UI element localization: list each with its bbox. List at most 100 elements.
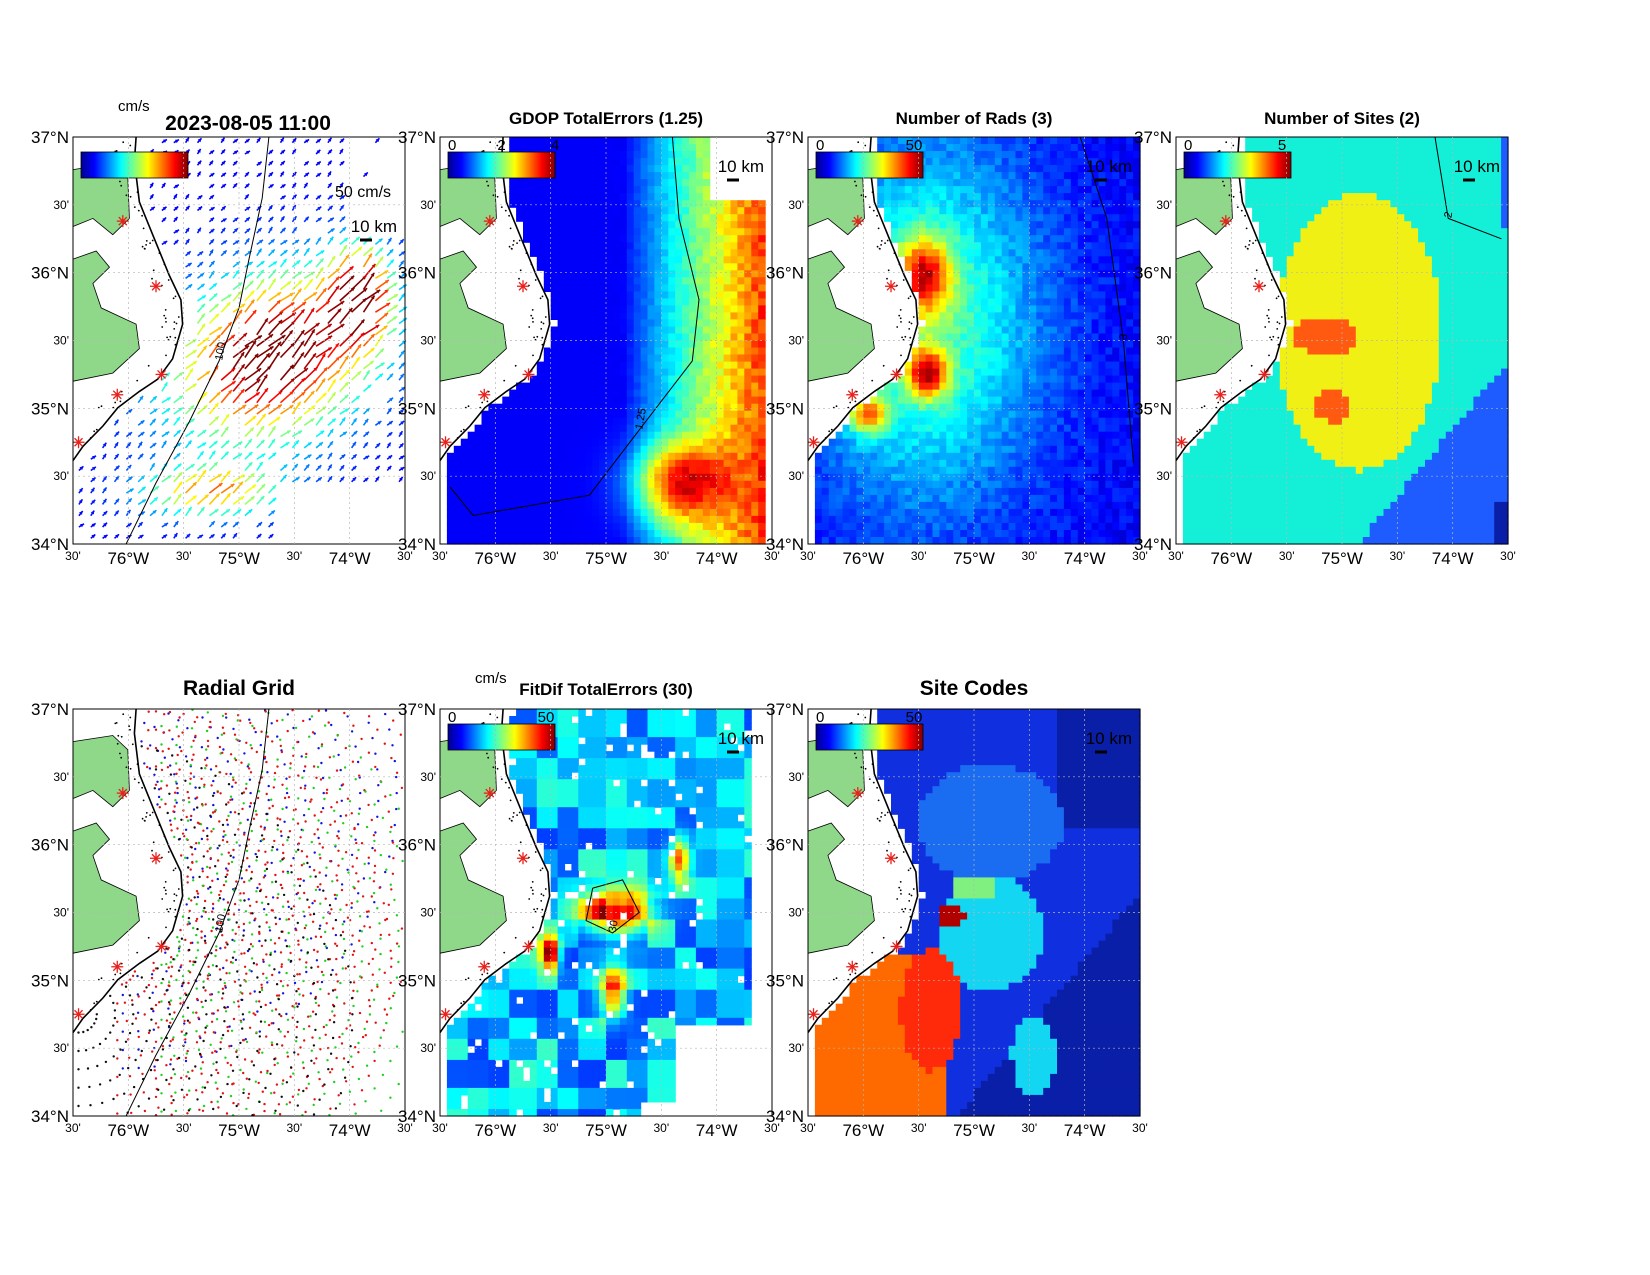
coast-detail-dot bbox=[534, 279, 537, 281]
data-cell bbox=[994, 410, 1003, 419]
data-cell bbox=[661, 221, 669, 229]
data-cell bbox=[633, 417, 642, 426]
data-cell bbox=[474, 445, 483, 454]
data-cell bbox=[1022, 431, 1030, 440]
data-cell bbox=[1022, 424, 1030, 433]
data-cell bbox=[751, 291, 759, 299]
data-cell bbox=[640, 137, 649, 145]
data-cell bbox=[1008, 333, 1017, 342]
data-cell bbox=[904, 228, 913, 236]
coast-detail-dot bbox=[151, 277, 153, 280]
current-vector-head bbox=[213, 441, 218, 445]
data-cell bbox=[828, 466, 837, 475]
current-vector-head bbox=[234, 150, 238, 155]
data-cell bbox=[980, 221, 989, 229]
data-cell bbox=[918, 382, 927, 391]
current-vector-head bbox=[149, 194, 154, 199]
data-cell bbox=[612, 333, 621, 342]
data-cell bbox=[835, 501, 844, 510]
coast-detail-dot bbox=[149, 242, 152, 245]
data-cell bbox=[585, 228, 593, 236]
data-cell bbox=[599, 249, 607, 257]
data-cell bbox=[987, 200, 996, 208]
current-vector-head bbox=[316, 139, 321, 143]
data-cell bbox=[467, 480, 476, 489]
data-cell bbox=[1029, 396, 1037, 405]
data-cell bbox=[647, 179, 655, 187]
data-cell bbox=[709, 326, 718, 335]
current-vector-head bbox=[276, 417, 281, 421]
data-cell bbox=[529, 403, 538, 412]
data-cell bbox=[939, 473, 947, 482]
data-cell bbox=[980, 438, 989, 447]
data-cell bbox=[647, 445, 655, 454]
data-cell bbox=[453, 466, 462, 475]
data-cell bbox=[1029, 403, 1037, 412]
data-cell bbox=[571, 277, 579, 285]
data-cell bbox=[1022, 256, 1030, 264]
data-cell bbox=[751, 403, 759, 412]
data-cell bbox=[695, 354, 704, 363]
data-cell bbox=[564, 305, 572, 313]
data-cell bbox=[730, 298, 738, 306]
scale-label: 10 km bbox=[718, 157, 764, 176]
data-cell bbox=[453, 515, 462, 524]
data-cell bbox=[1008, 424, 1017, 433]
data-cell bbox=[723, 473, 732, 482]
data-cell bbox=[640, 256, 649, 264]
data-cell bbox=[682, 298, 690, 306]
data-cell bbox=[599, 382, 607, 391]
data-cell bbox=[695, 382, 704, 391]
data-cell bbox=[571, 228, 579, 236]
data-cell bbox=[585, 200, 593, 208]
data-cell bbox=[682, 494, 690, 503]
data-cell bbox=[550, 445, 559, 454]
data-cell bbox=[460, 494, 469, 503]
data-cell bbox=[564, 221, 572, 229]
data-cell bbox=[932, 333, 940, 342]
current-vector-head bbox=[213, 462, 218, 467]
coast-detail-dot bbox=[145, 240, 148, 242]
data-cell bbox=[606, 207, 614, 215]
data-cell bbox=[654, 375, 662, 384]
data-cell bbox=[897, 214, 906, 222]
coast-detail-dot bbox=[516, 242, 518, 245]
data-cell bbox=[675, 228, 683, 236]
data-cell bbox=[460, 515, 469, 524]
data-cell bbox=[1022, 487, 1030, 496]
current-vector-head bbox=[380, 362, 385, 367]
data-cell bbox=[689, 537, 697, 545]
data-cell bbox=[446, 473, 455, 482]
data-cell bbox=[1001, 537, 1010, 545]
data-cell bbox=[877, 186, 885, 194]
current-vector-head bbox=[335, 356, 340, 361]
data-cell bbox=[647, 158, 655, 166]
data-cell bbox=[543, 480, 552, 489]
current-vector-head bbox=[241, 376, 245, 381]
data-cell bbox=[925, 242, 934, 250]
data-cell bbox=[891, 179, 899, 187]
data-cell bbox=[564, 186, 572, 194]
data-cell bbox=[564, 214, 572, 222]
data-cell bbox=[647, 375, 655, 384]
current-vector-head bbox=[329, 441, 333, 446]
data-cell bbox=[1022, 221, 1030, 229]
data-cell bbox=[509, 473, 517, 482]
data-cell bbox=[682, 235, 690, 243]
data-cell bbox=[967, 193, 975, 201]
data-cell bbox=[647, 530, 655, 538]
data-cell bbox=[1015, 354, 1023, 363]
data-cell bbox=[974, 354, 982, 363]
data-cell bbox=[592, 403, 600, 412]
data-cell bbox=[994, 277, 1003, 285]
data-cell bbox=[668, 193, 676, 201]
data-cell bbox=[1029, 487, 1037, 496]
current-vector-head bbox=[222, 172, 226, 177]
data-cell bbox=[877, 537, 885, 545]
data-cell bbox=[730, 417, 738, 426]
data-cell bbox=[550, 347, 559, 356]
data-cell bbox=[543, 200, 552, 208]
data-cell bbox=[578, 515, 586, 524]
data-cell bbox=[606, 473, 614, 482]
data-cell bbox=[918, 431, 927, 440]
